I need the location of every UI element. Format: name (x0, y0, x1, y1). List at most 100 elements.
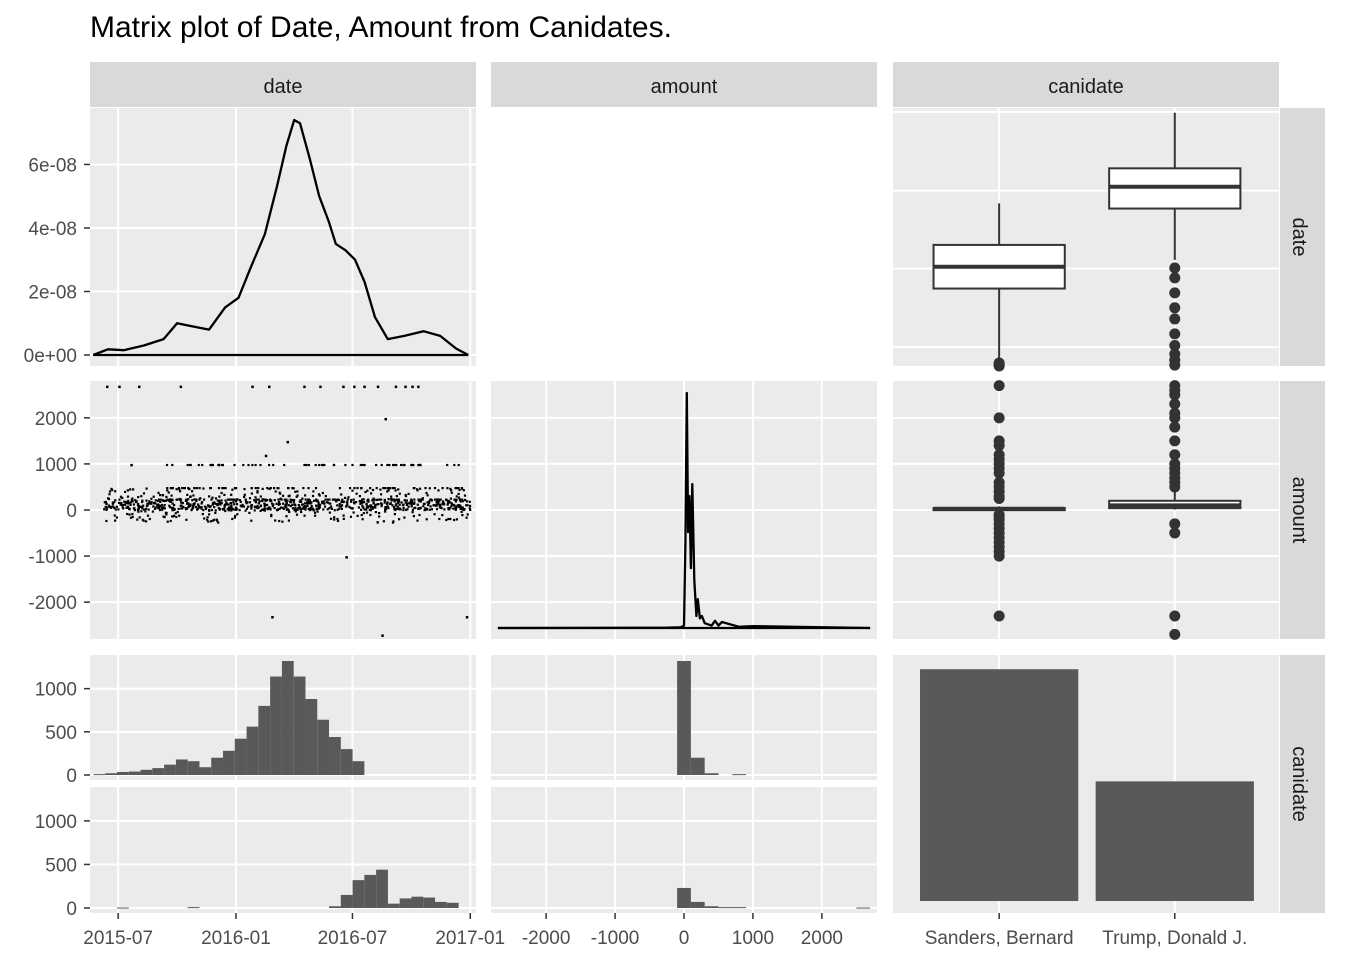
scatter-point (140, 510, 143, 513)
scatter-point (243, 488, 246, 491)
scatter-point (151, 510, 154, 513)
scatter-point (159, 500, 162, 503)
scatter-point (390, 495, 393, 498)
strip-top-amount-label: amount (651, 76, 718, 98)
scatter-point (285, 515, 288, 518)
scatter-point (121, 505, 124, 508)
scatter-point (457, 496, 461, 499)
scatter-point (134, 499, 137, 502)
scatter-point (164, 511, 167, 514)
scatter-point (298, 500, 301, 503)
scatter-point (461, 514, 464, 517)
scatter-point (132, 507, 135, 510)
strip-right-canidate: canidate (1280, 655, 1325, 913)
hist-bar (718, 907, 733, 909)
scatter-point (194, 506, 197, 509)
scatter-point (468, 500, 471, 503)
box-outlier (1169, 302, 1181, 314)
scatter-point (285, 498, 288, 501)
scatter-point (433, 487, 437, 490)
scatter-point (269, 500, 272, 503)
scatter-point (466, 513, 469, 516)
scatter-point (254, 496, 257, 499)
scatter-point (195, 487, 198, 490)
scatter-point (238, 509, 241, 512)
scatter-point (177, 507, 180, 510)
scatter-point (340, 507, 343, 511)
panel-date-hist-1 (90, 787, 476, 913)
x-amount-label: -2000 (522, 928, 571, 949)
scatter-point (360, 508, 363, 511)
scatter-point (137, 502, 140, 506)
scatter-point (441, 514, 444, 517)
scatter-point (459, 507, 462, 511)
scatter-point (212, 519, 215, 522)
scatter-point (297, 504, 300, 507)
hist-bar (270, 676, 282, 775)
scatter-point (202, 509, 205, 512)
box-outlier (993, 467, 1005, 479)
scatter-point (170, 507, 173, 510)
scatter-point (341, 498, 344, 501)
scatter-point (254, 487, 257, 490)
scatter-point (132, 503, 135, 506)
scatter-point (256, 504, 259, 508)
scatter-point (238, 499, 241, 502)
scatter-point (298, 506, 301, 509)
scatter-point (447, 517, 450, 521)
scatter-point (176, 498, 179, 501)
scatter-point (289, 501, 292, 504)
scatter-point (412, 487, 415, 490)
scatter-point (375, 503, 378, 506)
date-boxplot-1 (1108, 112, 1242, 371)
scatter-point (319, 385, 322, 389)
scatter-point (186, 463, 189, 467)
scatter-point (233, 463, 236, 467)
scatter-point (191, 505, 194, 508)
scatter-point (251, 385, 254, 389)
scatter-point (398, 518, 401, 521)
scatter-point (384, 507, 388, 511)
scatter-point (200, 506, 203, 509)
scatter-point (459, 500, 462, 503)
scatter-point (209, 505, 212, 508)
scatter-point (178, 514, 181, 517)
scatter-point (318, 463, 321, 467)
scatter-point (387, 507, 390, 510)
scatter-point (320, 463, 324, 467)
scatter-point (304, 502, 307, 505)
scatter-point (193, 487, 196, 490)
scatter-point (454, 500, 457, 503)
scatter-point (294, 510, 297, 513)
scatter-point (426, 494, 429, 497)
scatter-point (131, 497, 134, 500)
scatter-point (161, 499, 164, 502)
strip-top-date-bg (90, 62, 476, 107)
hist-bar (93, 774, 106, 776)
scatter-point (211, 503, 214, 506)
scatter-point (172, 506, 175, 509)
scatter-point (324, 495, 327, 498)
scatter-point (375, 498, 379, 501)
strip-right-amount-label: amount (1288, 477, 1310, 544)
scatter-point (392, 506, 395, 509)
scatter-point (245, 507, 249, 510)
box-outlier (1169, 272, 1181, 284)
scatter-point (443, 508, 446, 511)
scatter-point (147, 508, 150, 511)
scatter-point (150, 501, 153, 504)
hist-bar (199, 767, 212, 775)
scatter-point (394, 385, 398, 389)
scatter-point (438, 500, 441, 503)
scatter-point (374, 506, 377, 509)
scatter-point (365, 503, 368, 506)
scatter-point (143, 508, 146, 511)
scatter-point (172, 508, 175, 512)
scatter-point (322, 508, 325, 511)
date-boxplot-0 (932, 203, 1066, 372)
scatter-point (259, 509, 262, 512)
scatter-point (129, 516, 133, 519)
scatter-point (115, 505, 118, 508)
scatter-point (272, 463, 275, 467)
scatter-point (255, 498, 258, 501)
